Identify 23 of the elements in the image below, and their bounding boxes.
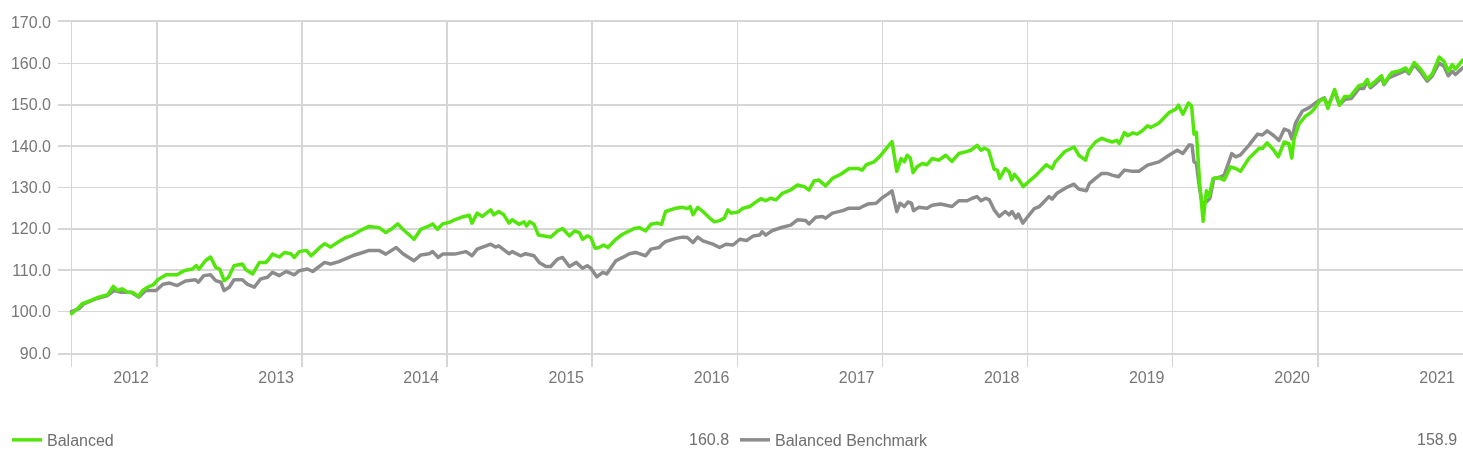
- x-tick-label: 2012: [113, 368, 150, 386]
- y-tick-label: 150.0: [10, 96, 52, 114]
- text: 160.8: [689, 431, 730, 448]
- x-tick-label: 2015: [548, 368, 585, 386]
- x-tick-label: 2020: [1274, 368, 1311, 386]
- text: 158.9: [1417, 431, 1458, 448]
- x-tick-label: 2021: [1419, 368, 1456, 386]
- y-tick-label: 110.0: [12, 261, 52, 279]
- legend-label: Balanced: [47, 432, 114, 450]
- y-tick-label: 170.0: [10, 13, 52, 31]
- legend-label: Balanced Benchmark: [775, 432, 929, 450]
- y-tick-label: 90.0: [19, 344, 52, 362]
- x-tick-label: 2016: [693, 368, 730, 386]
- x-tick-label: 2014: [403, 368, 440, 386]
- x-tick-label: 2019: [1128, 368, 1165, 386]
- y-tick-label: 140.0: [10, 137, 52, 155]
- y-tick-label: 130.0: [10, 179, 52, 197]
- x-tick-label: 2013: [258, 368, 295, 386]
- y-tick-label: 100.0: [10, 303, 52, 321]
- x-tick-label: 2018: [983, 368, 1020, 386]
- y-tick-label: 120.0: [10, 220, 52, 238]
- x-tick-label: 2017: [838, 368, 875, 386]
- y-tick-label: 160.0: [10, 54, 52, 72]
